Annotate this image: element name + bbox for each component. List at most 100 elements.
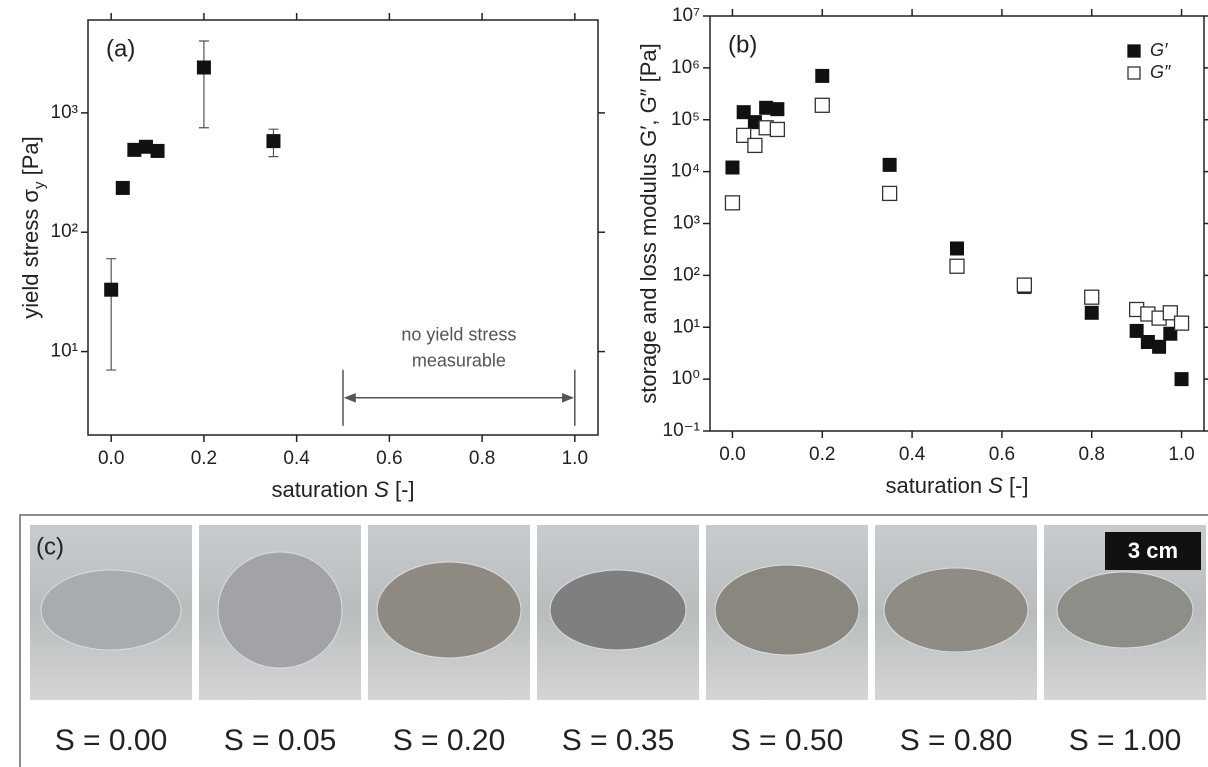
x-tick-label: 0.0 <box>98 448 124 469</box>
photo-sample <box>549 569 687 651</box>
y-axis-label-part: yield stress σ <box>18 189 43 319</box>
x-tick-label: 0.2 <box>809 444 835 465</box>
y-axis-label-part: y <box>31 181 48 189</box>
marker <box>1162 305 1178 321</box>
marker <box>770 102 785 117</box>
y-tick-label: 10⁶ <box>671 57 700 78</box>
y-axis-label-part: [Pa] <box>18 136 43 181</box>
marker <box>725 160 740 175</box>
photo-sample <box>40 569 182 651</box>
marker <box>196 60 211 75</box>
marker <box>736 105 751 120</box>
y-tick-label: 10³ <box>673 213 700 234</box>
marker <box>1016 277 1033 293</box>
marker <box>1173 315 1190 331</box>
x-tick-label: 0.6 <box>989 444 1015 465</box>
photo-caption: S = 0.20 <box>393 724 506 757</box>
x-axis-label: saturation S [-] <box>271 477 414 502</box>
photo-sample <box>883 567 1029 653</box>
marker <box>949 258 965 274</box>
annotation-text: measurable <box>412 351 506 371</box>
marker <box>1140 334 1155 349</box>
x-tick-label: 1.0 <box>562 448 588 469</box>
photo-frame <box>19 514 1208 767</box>
marker <box>815 68 830 83</box>
marker <box>104 282 119 297</box>
marker <box>759 100 774 115</box>
x-axis-label-part: saturation <box>885 473 988 498</box>
marker <box>881 185 898 202</box>
photo-caption: S = 0.80 <box>900 724 1013 757</box>
legend-label: G″ <box>1150 62 1171 82</box>
marker <box>1174 372 1189 387</box>
panel-label: (b) <box>728 31 757 58</box>
marker <box>1084 289 1100 305</box>
marker <box>266 134 281 149</box>
photo-caption: S = 0.50 <box>731 724 844 757</box>
x-axis-label-part: saturation <box>271 477 374 502</box>
marker <box>1129 323 1144 338</box>
x-tick-label: 0.8 <box>469 448 495 469</box>
x-tick-label: 0.2 <box>191 448 217 469</box>
y-tick-label: 10⁵ <box>671 109 700 130</box>
y-axis-label: storage and loss modulus G′, G″ [Pa] <box>636 43 661 403</box>
x-tick-label: 0.4 <box>899 444 926 465</box>
x-axis-label-part: [-] <box>389 477 415 502</box>
x-tick-label: 0.8 <box>1079 444 1105 465</box>
photo-sample <box>376 561 522 659</box>
y-tick-label: 10³ <box>51 102 78 123</box>
scale-box <box>1105 532 1201 570</box>
marker <box>814 97 830 113</box>
marker <box>950 241 964 256</box>
legend-marker <box>1127 44 1141 58</box>
marker <box>1152 339 1167 354</box>
y-tick-label: 10⁻¹ <box>663 420 701 441</box>
marker <box>138 139 153 154</box>
y-axis-label: yield stress σy [Pa] <box>18 136 49 318</box>
y-tick-label: 10¹ <box>673 316 700 337</box>
error-bar <box>106 258 117 371</box>
annotation-text: no yield stress <box>401 325 516 345</box>
photo-sample <box>1056 571 1194 649</box>
plot-frame <box>87 19 599 436</box>
legend-label: G′ <box>1150 40 1168 60</box>
x-tick-label: 0.6 <box>376 448 402 469</box>
marker <box>127 142 142 157</box>
photo-panel <box>30 525 1206 700</box>
y-tick-label: 10⁷ <box>672 5 700 26</box>
scale-label: 3 cm <box>1128 538 1178 563</box>
photo-caption: S = 1.00 <box>1069 724 1182 757</box>
x-tick-label: 1.0 <box>1168 444 1194 465</box>
marker <box>1163 326 1178 341</box>
y-tick-label: 10¹ <box>51 341 78 362</box>
photo-caption: S = 0.05 <box>224 724 337 757</box>
marker <box>724 195 741 211</box>
marker <box>747 115 762 130</box>
photo-caption: S = 0.35 <box>562 724 675 757</box>
photo-sample <box>217 551 343 669</box>
marker <box>1084 305 1099 320</box>
x-axis-label: saturation S [-] <box>885 473 1028 498</box>
marker <box>736 127 752 144</box>
photo-caption: S = 0.00 <box>55 724 168 757</box>
x-tick-label: 0.4 <box>283 448 310 469</box>
photo-sample <box>714 564 860 656</box>
y-tick-label: 10² <box>51 221 78 242</box>
y-axis-label-part: storage and loss modulus G′, G″ [Pa] <box>636 43 661 403</box>
legend-marker <box>1127 66 1141 80</box>
x-axis-label-part: S <box>374 477 389 502</box>
panel-label: (c) <box>36 533 64 560</box>
x-axis-label-part: [-] <box>1003 473 1029 498</box>
marker <box>882 157 897 172</box>
error-bar <box>198 40 209 129</box>
panel-label: (a) <box>106 35 135 62</box>
y-tick-label: 10² <box>673 264 700 285</box>
y-tick-label: 10⁴ <box>671 161 700 182</box>
marker <box>150 143 165 158</box>
marker <box>747 137 763 154</box>
x-tick-label: 0.0 <box>719 444 745 465</box>
marker <box>769 121 786 138</box>
marker <box>115 180 130 195</box>
x-axis-label-part: S <box>988 473 1003 498</box>
